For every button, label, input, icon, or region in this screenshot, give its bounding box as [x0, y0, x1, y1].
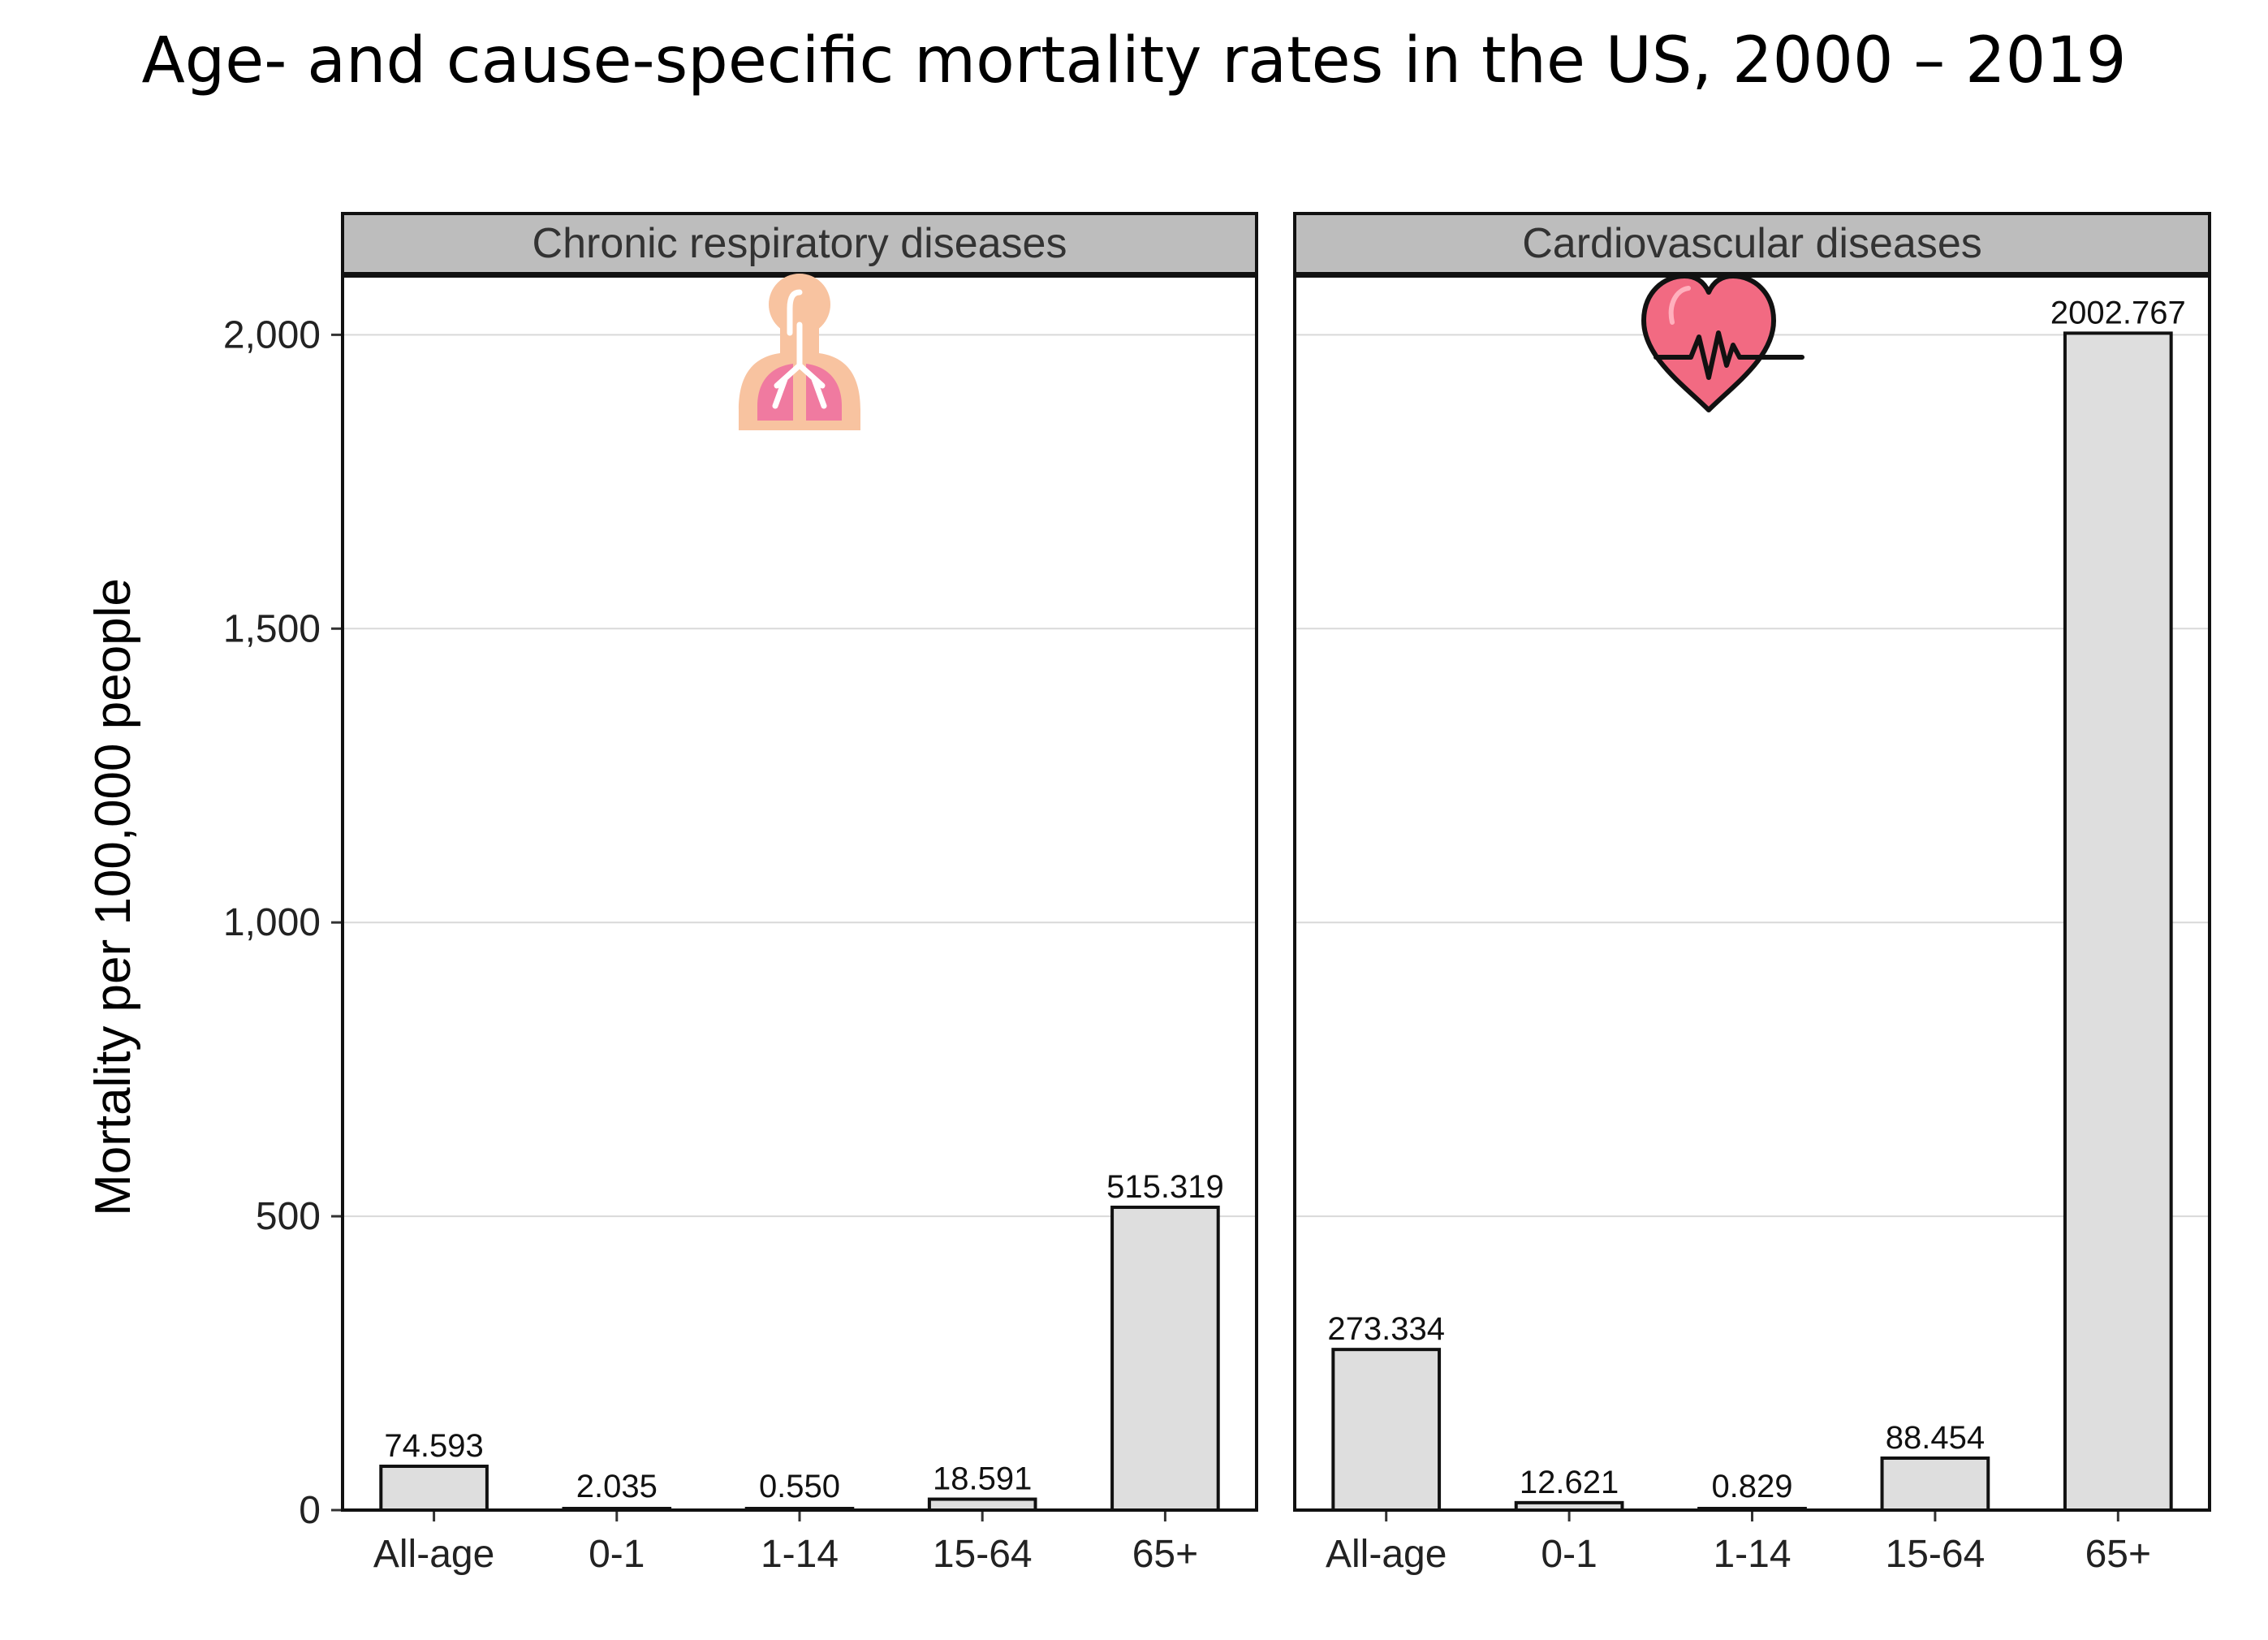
panel-strip-label: Cardiovascular diseases: [1522, 220, 1982, 267]
x-tick-label: 65+: [2085, 1533, 2151, 1576]
panel-strip-label: Chronic respiratory diseases: [533, 220, 1067, 267]
bar-value-label: 0.829: [1711, 1469, 1792, 1504]
bar-value-label: 18.591: [933, 1461, 1032, 1497]
bar: [1331, 1348, 1442, 1512]
heartbeat-icon: [1641, 274, 1804, 412]
x-tick-label: All-age: [1326, 1533, 1447, 1576]
chart-panels: Chronic respiratory diseases 74.593 All-ag…: [341, 212, 2211, 1576]
x-tick-label: 0-1: [589, 1533, 645, 1576]
bar-value-label: 2002.767: [2050, 295, 2186, 330]
x-tick-label: All-age: [373, 1533, 494, 1576]
panel-border: [1293, 274, 2211, 1512]
panel-strip: [1293, 212, 2211, 275]
bar: [2063, 331, 2173, 1512]
bar: [1880, 1456, 1990, 1513]
y-tick-label: 500: [256, 1195, 321, 1238]
y-axis-title: Mortality per 100,000 people: [85, 578, 141, 1216]
y-tick-label: 1,000: [223, 901, 321, 944]
y-tick-label: 0: [299, 1489, 321, 1532]
bar: [927, 1497, 1037, 1513]
x-tick-label: 1-14: [1713, 1533, 1791, 1576]
x-tick-label: 15-64: [1886, 1533, 1986, 1576]
y-tick-label: 2,000: [223, 313, 321, 356]
bar-value-label: 74.593: [384, 1428, 483, 1464]
x-tick-label: 1-14: [761, 1533, 839, 1576]
bar-value-label: 12.621: [1520, 1465, 1619, 1500]
bar-value-label: 0.550: [759, 1469, 840, 1504]
bar-value-label: 88.454: [1886, 1420, 1985, 1456]
chart-title: Age- and cause-specific mortality rates …: [141, 24, 2127, 97]
bar: [1110, 1206, 1220, 1512]
panel-cardiovascular: Cardiovascular diseases 273.334 All-age 12.…: [1293, 212, 2211, 1576]
lungs-icon: [739, 274, 860, 430]
bar: [379, 1465, 489, 1513]
panel-strip: [341, 212, 1258, 275]
x-tick-label: 65+: [1132, 1533, 1198, 1576]
bar-value-label: 2.035: [576, 1469, 658, 1504]
panel-respiratory: Chronic respiratory diseases 74.593 All-ag…: [341, 212, 1258, 1576]
y-tick-label: 1,500: [223, 607, 321, 650]
x-tick-label: 0-1: [1541, 1533, 1597, 1576]
bar-value-label: 515.319: [1106, 1169, 1224, 1205]
x-tick-label: 15-64: [933, 1533, 1033, 1576]
y-axis: 0 500 1,000 1,500 2,000: [223, 313, 343, 1532]
bar-value-label: 273.334: [1327, 1311, 1445, 1347]
